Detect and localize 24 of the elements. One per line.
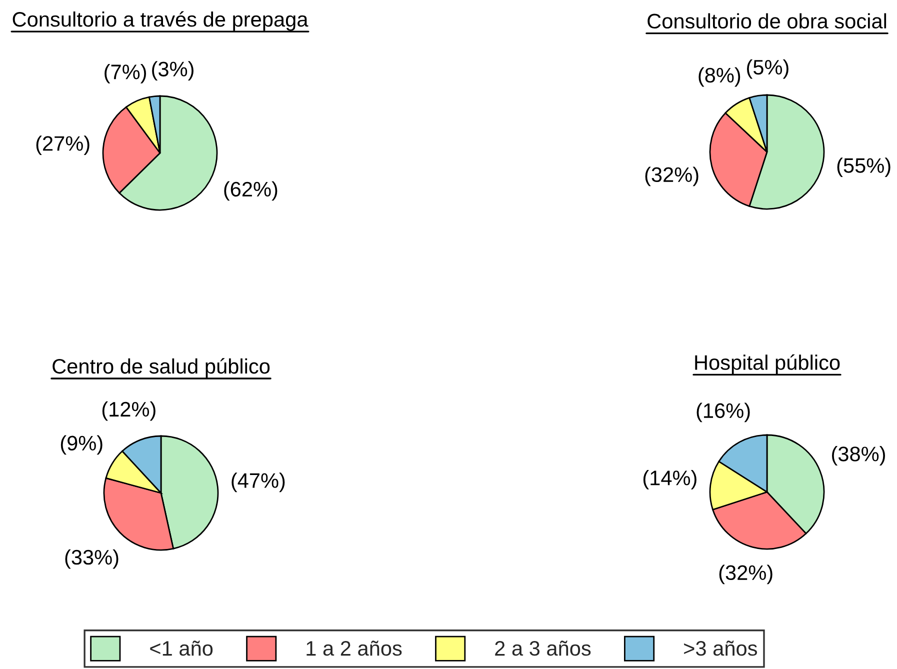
data-label: (27%)	[36, 136, 90, 155]
data-label: (5%)	[747, 59, 788, 79]
chart-title: Centro de salud público	[52, 358, 270, 378]
data-label: (47%)	[232, 472, 285, 492]
data-label: (33%)	[65, 549, 118, 569]
legend-label: 1 a 2 años	[306, 640, 402, 656]
legend-label: <1 año	[150, 640, 213, 656]
data-label: (38%)	[832, 446, 885, 466]
data-label: (8%)	[698, 67, 740, 87]
data-label: (12%)	[102, 401, 156, 421]
data-label: (9%)	[60, 435, 102, 455]
chart-title: Consultorio de obra social	[648, 13, 886, 29]
data-label: (62%)	[224, 181, 278, 201]
data-label: (14%)	[643, 470, 696, 490]
data-label: (55%)	[837, 158, 890, 178]
legend-label: >3 años	[684, 640, 757, 656]
data-label: (3%)	[152, 61, 194, 81]
data-label: (7%)	[104, 64, 146, 84]
chart-title: Hospital público	[695, 354, 840, 374]
chart-title: Consultorio a través de prepaga	[12, 11, 308, 31]
legend-label: 2 a 3 años	[495, 640, 591, 656]
data-label: (32%)	[719, 564, 772, 584]
data-label: (16%)	[696, 402, 750, 422]
data-label: (32%)	[645, 166, 698, 186]
